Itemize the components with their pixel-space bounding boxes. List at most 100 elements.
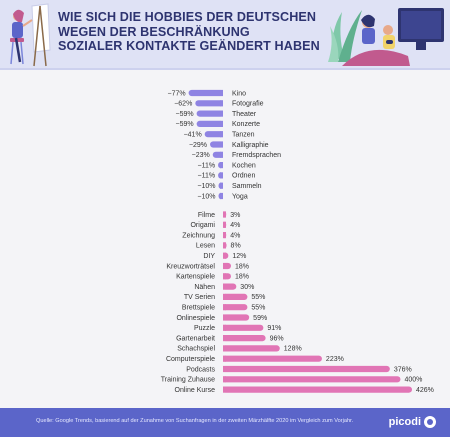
bar-positive-start <box>223 365 226 373</box>
bar-positive <box>223 314 250 321</box>
value-label-positive: 4% <box>230 232 240 239</box>
category-label-positive: DIY <box>203 253 215 260</box>
bar-positive-start <box>223 283 226 290</box>
header-banner: WIE SICH DIE HOBBIES DER DEUTSCHEN WEGEN… <box>0 0 450 68</box>
category-label-negative: Fremdsprachen <box>232 152 281 159</box>
category-label-positive: Nähen <box>194 284 215 291</box>
value-label-positive: 3% <box>230 212 240 219</box>
value-label-positive: 18% <box>235 263 249 270</box>
value-label-positive: 400% <box>404 377 422 384</box>
category-label-positive: Training Zuhause <box>161 377 215 384</box>
value-label-positive: 223% <box>326 356 344 363</box>
brand-name: picodi <box>388 416 421 428</box>
category-label-positive: Onlinespiele <box>176 315 215 322</box>
value-label-negative: −23% <box>192 152 210 159</box>
bar-positive-start <box>223 376 226 383</box>
hobbies-bar-chart: −77% Kino −62% Fotografie −59% Theater −59% Kon… <box>161 89 434 394</box>
painter-illustration <box>10 3 51 67</box>
value-label-negative: −10% <box>197 193 215 200</box>
bar-positive-start <box>223 355 226 362</box>
bar-positive-start <box>223 273 226 280</box>
value-label-negative: −77% <box>168 90 186 97</box>
brand-logo: picodi <box>389 416 436 428</box>
value-label-positive: 4% <box>230 222 240 229</box>
bar-positive <box>223 376 401 383</box>
bar-negative-end <box>220 182 223 189</box>
bar-negative-end <box>220 151 223 158</box>
bar-negative-end <box>220 192 223 200</box>
bar-negative-end <box>220 89 223 97</box>
category-label-positive: Podcasts <box>186 366 215 373</box>
bar-positive <box>223 386 412 393</box>
category-label-positive: Brettspiele <box>182 305 215 312</box>
bar-positive-start <box>223 211 226 218</box>
value-label-negative: −62% <box>174 101 192 108</box>
chart-title: WIE SICH DIE HOBBIES DER DEUTSCHEN WEGEN… <box>58 10 328 54</box>
category-label-positive: Filme <box>198 212 215 219</box>
bar-positive <box>223 365 390 373</box>
value-label-positive: 128% <box>284 346 302 353</box>
bar-negative-end <box>220 120 223 127</box>
category-label-positive: Kartenspiele <box>176 274 215 281</box>
bar-negative-end <box>220 172 223 179</box>
bar-positive <box>223 355 322 362</box>
category-label-positive: TV Serien <box>184 294 215 301</box>
value-label-positive: 12% <box>232 253 246 260</box>
category-label-negative: Kalligraphie <box>232 142 269 149</box>
value-label-positive: 426% <box>416 387 434 394</box>
category-label-positive: Online Kurse <box>175 387 216 394</box>
bar-positive <box>223 324 264 331</box>
category-label-negative: Ordnen <box>232 173 255 180</box>
value-label-positive: 30% <box>240 284 254 291</box>
value-label-positive: 96% <box>270 335 284 342</box>
category-label-negative: Sammeln <box>232 183 262 190</box>
footer: Quelle: Google Trends, basierend auf der… <box>0 408 450 437</box>
bar-positive-start <box>223 304 226 311</box>
bar-negative-end <box>220 110 223 117</box>
value-label-positive: 376% <box>394 366 412 373</box>
category-label-positive: Zeichnung <box>182 232 215 239</box>
bar-positive-start <box>223 386 226 393</box>
value-label-negative: −59% <box>176 111 194 118</box>
bar-negative-end <box>220 141 223 148</box>
value-label-positive: 18% <box>235 274 249 281</box>
bar-positive-start <box>223 242 226 249</box>
value-label-negative: −10% <box>197 183 215 190</box>
value-label-negative: −29% <box>189 142 207 149</box>
bar-positive-start <box>223 252 226 259</box>
value-label-negative: −11% <box>197 162 215 169</box>
category-label-positive: Gartenarbeit <box>176 335 215 342</box>
category-label-negative: Kino <box>232 90 246 97</box>
value-label-negative: −59% <box>176 121 194 128</box>
source-note: Quelle: Google Trends, basierend auf der… <box>36 418 354 424</box>
title-line-2: WEGEN DER BESCHRÄNKUNG <box>58 24 250 39</box>
category-label-negative: Fotografie <box>232 101 264 108</box>
value-label-positive: 55% <box>251 294 265 301</box>
category-label-positive: Lesen <box>196 243 215 250</box>
category-label-negative: Konzerte <box>232 121 260 128</box>
bar-positive-start <box>223 293 226 300</box>
bar-negative <box>188 89 223 97</box>
bar-negative <box>195 100 223 107</box>
gamers-illustration <box>328 8 444 66</box>
category-label-negative: Yoga <box>232 193 248 200</box>
header-divider <box>0 68 450 70</box>
category-label-negative: Theater <box>232 111 257 118</box>
category-label-negative: Tanzen <box>232 132 255 139</box>
bar-negative-end <box>220 131 223 138</box>
bar-positive-start <box>223 221 226 228</box>
value-label-positive: 55% <box>251 305 265 312</box>
value-label-negative: −11% <box>197 173 215 180</box>
title-line-1: WIE SICH DIE HOBBIES DER DEUTSCHEN <box>58 10 317 24</box>
title-line-3: SOZIALER KONTAKTE GEÄNDERT HABEN <box>58 39 320 53</box>
brand-dot-icon <box>424 416 436 428</box>
bar-negative <box>210 141 223 148</box>
category-label-positive: Schachspiel <box>177 346 215 353</box>
bar-positive-start <box>223 314 226 321</box>
category-label-positive: Origami <box>190 222 215 229</box>
bar-negative-end <box>220 100 223 107</box>
bar-negative-end <box>220 162 223 169</box>
bar-negative <box>196 110 223 117</box>
category-label-positive: Kreuzworträtsel <box>166 263 215 270</box>
bar-positive <box>223 283 237 290</box>
